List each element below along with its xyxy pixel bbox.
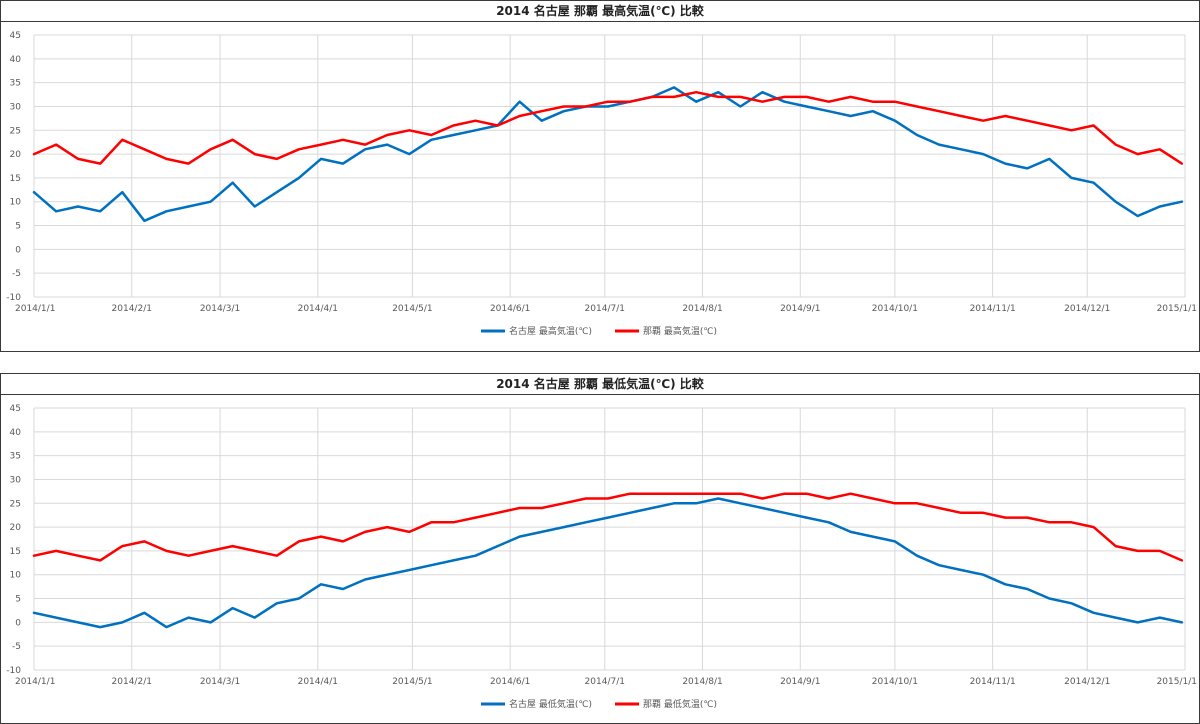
series-line-2 <box>32 492 1184 562</box>
y-tick-label: -5 <box>12 642 21 652</box>
x-tick-label: 2014/8/1 <box>682 677 722 687</box>
x-tick-label: 2014/4/1 <box>298 304 338 314</box>
y-tick-label: 15 <box>10 547 21 557</box>
y-tick-label: 45 <box>10 31 21 41</box>
y-tick-label: 30 <box>10 102 22 112</box>
x-tick-label: 2015/1/1 <box>1157 304 1197 314</box>
y-tick-label: 5 <box>15 595 21 605</box>
y-tick-label: -10 <box>6 293 21 303</box>
x-tick-label: 2014/3/1 <box>200 677 240 687</box>
y-tick-label: 25 <box>10 126 21 136</box>
x-tick-label: 2014/10/1 <box>872 677 918 687</box>
x-tick-label: 2014/2/1 <box>112 304 152 314</box>
y-tick-label: 15 <box>10 174 21 184</box>
y-tick-label: -10 <box>6 666 21 676</box>
series-line-2 <box>32 90 1184 165</box>
y-tick-label: 40 <box>10 55 22 65</box>
x-tick-label: 2014/7/1 <box>585 304 625 314</box>
x-tick-label: 2014/12/1 <box>1064 677 1110 687</box>
y-tick-label: 40 <box>10 428 22 438</box>
chart-panel-max-temp: 2014 名古屋 那覇 最高気温(℃) 比較 45 40 35 30 25 20 15 10 5… <box>0 0 1200 352</box>
x-tick-label: 2014/5/1 <box>392 304 432 314</box>
legend-label: 名古屋 最低気温(℃) <box>509 698 592 710</box>
y-tick-label: -5 <box>12 269 21 279</box>
legend-label: 那覇 最低気温(℃) <box>643 698 717 710</box>
x-tick-label: 2014/6/1 <box>490 304 530 314</box>
x-tick-label: 2014/11/1 <box>970 304 1016 314</box>
y-tick-label: 25 <box>10 499 21 509</box>
series-line-1 <box>32 497 1184 629</box>
x-tick-label: 2014/4/1 <box>298 677 338 687</box>
chart-panel-min-temp: 2014 名古屋 那覇 最低気温(℃) 比較 45 40 35 30 25 20 15 10 5… <box>0 373 1200 724</box>
x-tick-label: 2014/6/1 <box>490 677 530 687</box>
y-tick-label: 0 <box>15 618 21 628</box>
chart-title: 2014 名古屋 那覇 最低気温(℃) 比較 <box>1 374 1199 395</box>
y-tick-label: 10 <box>10 198 22 208</box>
y-tick-label: 0 <box>15 245 21 255</box>
x-tick-label: 2014/12/1 <box>1064 304 1110 314</box>
y-tick-label: 5 <box>15 222 21 232</box>
y-tick-label: 20 <box>10 150 22 160</box>
y-tick-label: 10 <box>10 571 22 581</box>
x-tick-label: 2014/1/1 <box>15 304 55 314</box>
x-tick-label: 2014/8/1 <box>682 304 722 314</box>
x-tick-label: 2014/11/1 <box>970 677 1016 687</box>
legend-label: 那覇 最高気温(℃) <box>643 325 717 337</box>
x-tick-label: 2014/10/1 <box>872 304 918 314</box>
x-tick-label: 2014/5/1 <box>392 677 432 687</box>
x-tick-label: 2014/7/1 <box>585 677 625 687</box>
x-tick-label: 2014/3/1 <box>200 304 240 314</box>
y-tick-label: 30 <box>10 475 22 485</box>
y-tick-label: 20 <box>10 523 22 533</box>
y-tick-label: 35 <box>10 79 21 89</box>
legend-label: 名古屋 最高気温(℃) <box>509 325 592 337</box>
x-tick-label: 2014/9/1 <box>780 677 820 687</box>
x-tick-label: 2014/2/1 <box>112 677 152 687</box>
x-tick-label: 2014/9/1 <box>780 304 820 314</box>
x-tick-label: 2015/1/1 <box>1157 677 1197 687</box>
y-tick-label: 45 <box>10 404 21 414</box>
x-tick-label: 2014/1/1 <box>15 677 55 687</box>
series-line-1 <box>32 86 1184 223</box>
y-tick-label: 35 <box>10 452 21 462</box>
chart-title: 2014 名古屋 那覇 最高気温(℃) 比較 <box>1 1 1199 22</box>
